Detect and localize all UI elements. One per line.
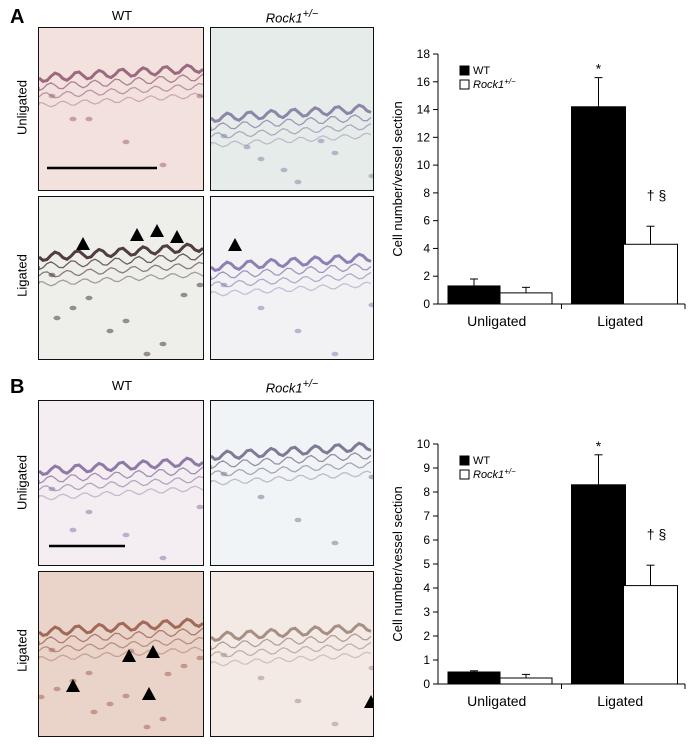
x-tick-label: Ligated — [597, 693, 643, 709]
legend-label: Rock1+/− — [473, 467, 516, 481]
micrograph-rock1-ligated-a — [210, 196, 374, 360]
row-label-unligated-a: Unligated — [14, 80, 30, 135]
y-tick-label: 10 — [417, 158, 431, 172]
legend-swatch — [459, 469, 470, 480]
arrowhead-marker — [364, 695, 373, 708]
y-tick-label: 7 — [423, 509, 430, 523]
bar-ligated-wt — [571, 484, 626, 685]
y-tick-label: 4 — [423, 241, 430, 255]
x-tick-label: Unligated — [467, 313, 526, 329]
legend-label: WT — [473, 65, 490, 77]
y-tick-label: 0 — [423, 677, 430, 691]
micrograph-wt-ligated-a — [38, 196, 204, 360]
y-tick-label: 2 — [423, 629, 430, 643]
arrowhead-marker — [150, 224, 164, 237]
bar-chart-a: Cell number/vessel section 0 2 4 6 8 10 12 14 16 1… — [380, 40, 695, 360]
y-tick-label: 6 — [423, 533, 430, 547]
micrograph-wt-ligated-b — [38, 571, 204, 737]
legend-swatch — [459, 79, 470, 90]
col-label-rock1-a: Rock1+/− — [265, 8, 319, 26]
bar-chart-b: Cell number/vessel section 0 1 2 3 4 5 6 7 8 9 10 Un… — [380, 430, 695, 740]
legend-label: WT — [473, 455, 490, 467]
arrowhead-marker — [122, 649, 136, 662]
bar-ligated-rock1 — [623, 243, 678, 305]
y-tick-label: 8 — [423, 186, 430, 200]
y-tick-label: 8 — [423, 485, 430, 499]
y-tick-label: 3 — [423, 605, 430, 619]
legend-swatch — [459, 455, 470, 466]
y-tick-label: 2 — [423, 269, 430, 283]
arrowhead-marker — [170, 230, 184, 243]
arrowhead-marker — [130, 228, 144, 241]
y-tick-label: 14 — [417, 103, 431, 117]
y-tick-label: 12 — [417, 130, 431, 144]
panel-letter-a: A — [10, 6, 25, 28]
bar-ligated-rock1 — [623, 585, 678, 685]
row-label-ligated-b: Ligated — [14, 629, 30, 672]
y-tick-label: 10 — [417, 437, 431, 451]
micrograph-rock1-ligated-b — [210, 571, 374, 737]
micrograph-wt-unligated-a — [38, 27, 204, 191]
row-label-ligated-a: Ligated — [14, 254, 30, 297]
y-tick-label: 0 — [423, 297, 430, 311]
bar-ligated-wt — [571, 106, 626, 305]
arrowhead-marker — [66, 679, 80, 692]
bar-unligated-wt — [447, 671, 501, 685]
legend-swatch — [459, 65, 470, 76]
y-tick-label: 16 — [417, 75, 431, 89]
bar-unligated-rock1 — [499, 292, 553, 305]
bar-unligated-rock1 — [499, 677, 553, 685]
micrograph-rock1-unligated-a — [210, 27, 374, 191]
y-tick-label: 9 — [423, 461, 430, 475]
arrowhead-marker — [142, 687, 156, 700]
y-axis-label: Cell number/vessel section — [390, 486, 405, 641]
significance-marker-wt: * — [596, 438, 602, 454]
x-tick-label: Unligated — [467, 693, 526, 709]
bar-unligated-wt — [447, 285, 501, 305]
arrowhead-marker — [146, 645, 160, 658]
col-label-wt-a: WT — [111, 8, 133, 23]
panel-letter-b: B — [10, 376, 25, 398]
micrograph-rock1-unligated-b — [210, 400, 374, 566]
y-tick-label: 18 — [417, 47, 431, 61]
y-tick-label: 6 — [423, 214, 430, 228]
legend-label: Rock1+/− — [473, 77, 516, 91]
y-tick-label: 1 — [423, 653, 430, 667]
micrograph-wt-unligated-b — [38, 400, 204, 566]
y-tick-label: 4 — [423, 581, 430, 595]
significance-marker-rock1: † § — [647, 526, 666, 542]
y-tick-label: 5 — [423, 557, 430, 571]
row-label-unligated-b: Unligated — [14, 455, 30, 510]
significance-marker-rock1: † § — [647, 187, 666, 203]
x-tick-label: Ligated — [597, 313, 643, 329]
arrowhead-marker — [228, 238, 242, 251]
significance-marker-wt: * — [596, 61, 602, 77]
col-label-rock1-b: Rock1+/− — [265, 378, 319, 396]
y-axis-label: Cell number/vessel section — [390, 101, 405, 256]
arrowhead-marker — [76, 237, 90, 250]
col-label-wt-b: WT — [111, 378, 133, 393]
